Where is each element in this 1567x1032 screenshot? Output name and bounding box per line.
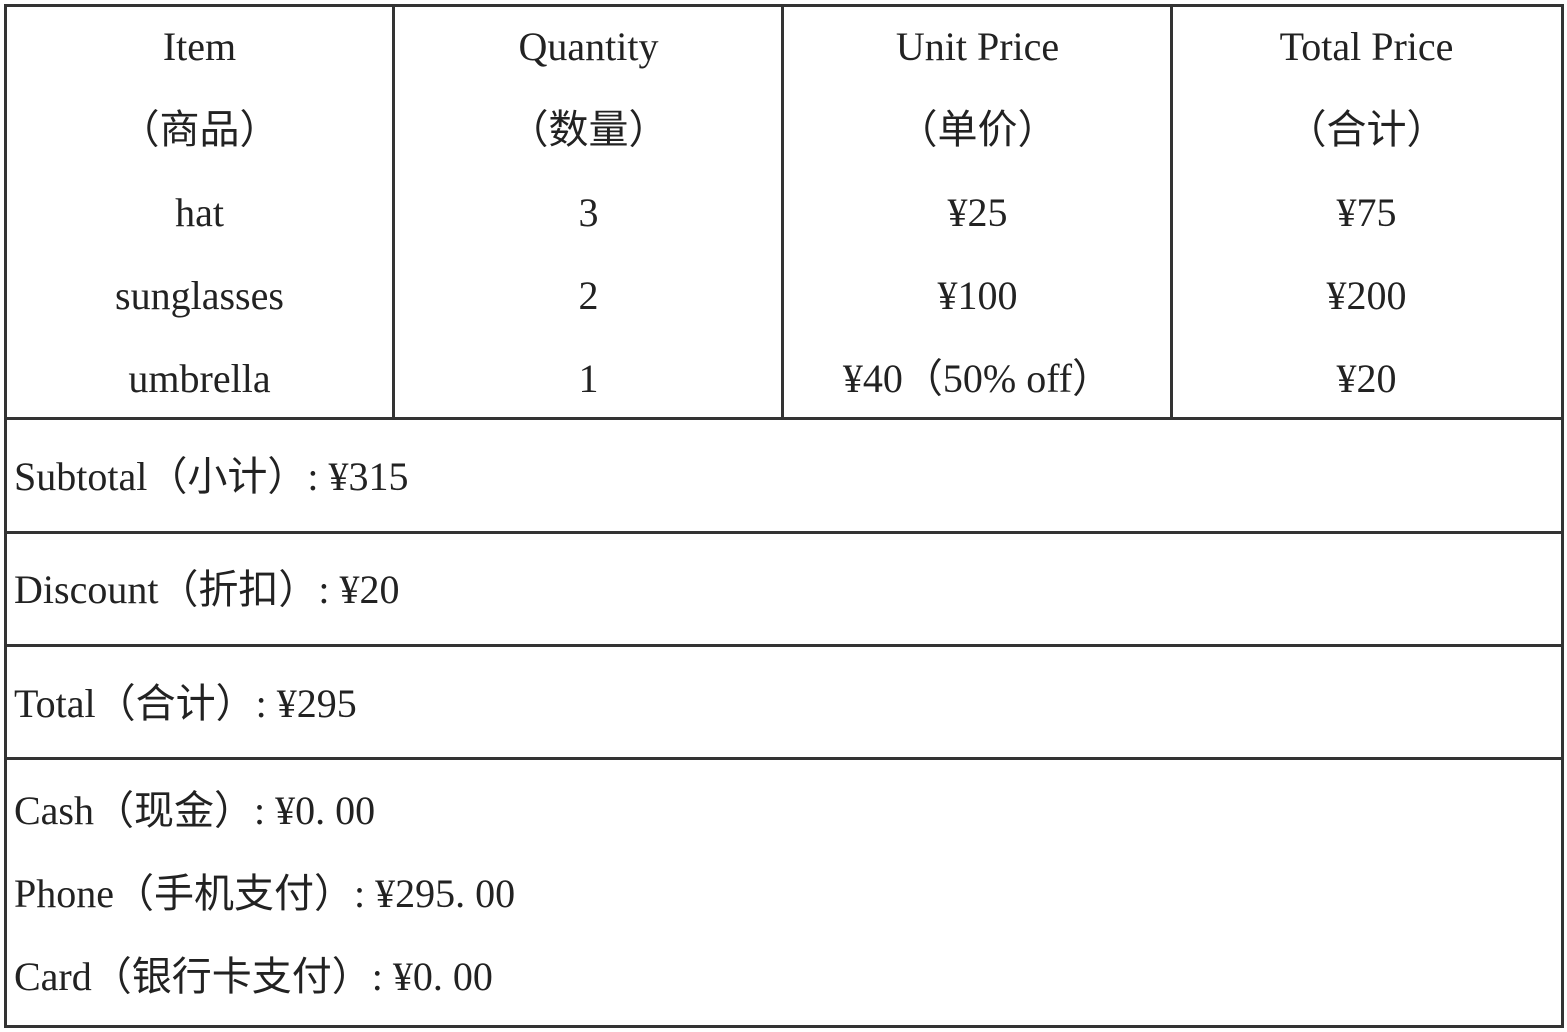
header-item-zh: （商品） [119,107,280,152]
cell-item: umbrella [128,356,271,401]
column-divider [1170,4,1173,420]
column-divider [392,4,395,420]
cell-quantity: 3 [578,190,599,235]
header-unit-price-zh: （单价） [897,107,1058,152]
cell-unit-price: ¥25 [947,190,1008,235]
header-quantity: Quantity [518,24,659,69]
header-quantity-zh: （数量） [508,107,669,152]
payment-cash: Cash（现金）: ¥0. 00 [14,788,376,833]
header-total-price-zh: （合计） [1286,107,1447,152]
total: Total（合计）: ¥295 [14,681,357,726]
cell-quantity: 2 [578,273,599,318]
payment-phone: Phone（手机支付）: ¥295. 00 [14,871,516,916]
payment-card: Card（银行卡支付）: ¥0. 00 [14,954,493,999]
row-divider [4,417,1564,420]
cell-item: sunglasses [115,273,284,318]
cell-item: hat [175,190,224,235]
row-divider [4,757,1564,760]
cell-unit-price: ¥100 [937,273,1018,318]
header-total-price: Total Price [1279,24,1454,69]
cell-quantity: 1 [578,356,599,401]
cell-total-price: ¥75 [1336,190,1397,235]
cell-total-price: ¥200 [1326,273,1407,318]
column-divider [781,4,784,420]
row-divider [4,644,1564,647]
subtotal: Subtotal（小计）: ¥315 [14,454,409,499]
row-divider [4,531,1564,534]
header-item: Item [162,24,237,69]
cell-unit-price: ¥40（50% off） [842,356,1113,401]
cell-total-price: ¥20 [1336,356,1397,401]
header-unit-price: Unit Price [895,24,1060,69]
discount: Discount（折扣）: ¥20 [14,567,400,612]
receipt-table [4,4,1564,1028]
